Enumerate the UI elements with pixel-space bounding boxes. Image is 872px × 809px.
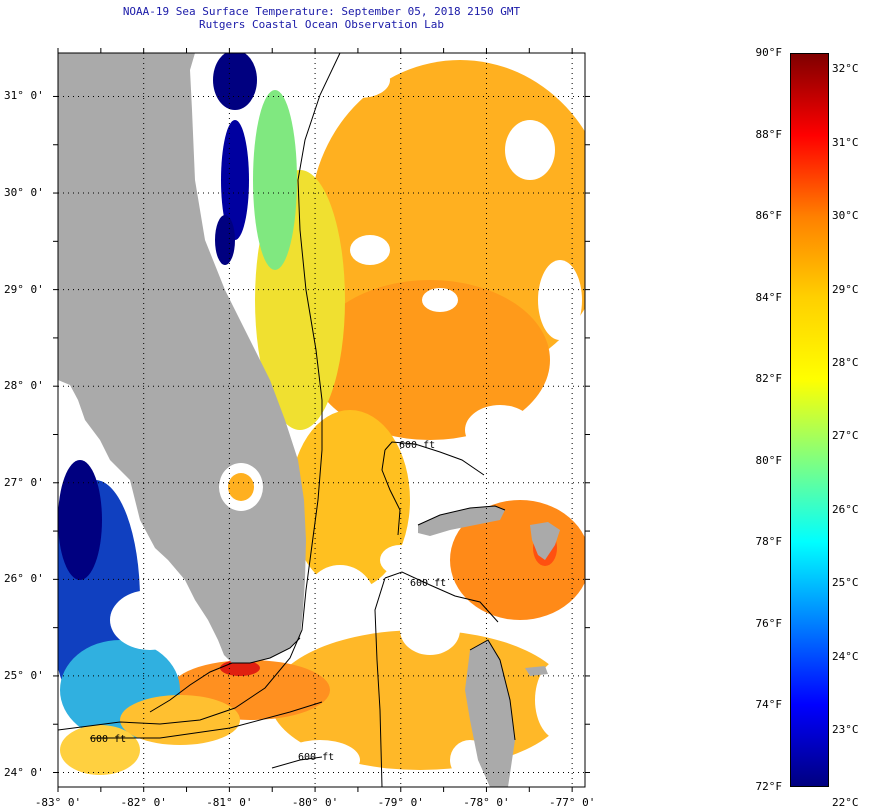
- colorbar-celsius-label: 23°C: [832, 722, 859, 736]
- land-new-providence: [525, 666, 548, 676]
- colorbar-fahrenheit-label: 76°F: [755, 616, 783, 630]
- coastlines: [149, 505, 516, 741]
- colorbar-celsius-label: 29°C: [832, 282, 859, 296]
- axis-ticks: [53, 48, 590, 792]
- temperature-colorbar: [790, 53, 829, 787]
- colorbar-fahrenheit-label: 86°F: [755, 209, 783, 223]
- contour-label: 600 ft: [399, 440, 435, 451]
- map-frame-content: 600 ft 600 ft 600 ft 600 ft: [58, 53, 585, 787]
- cloud-patches: [110, 62, 585, 780]
- longitude-label: -78° 0': [463, 796, 510, 809]
- land-andros: [465, 640, 515, 787]
- colorbar-celsius-label: 25°C: [832, 576, 859, 590]
- lake-okeechobee-sst: [228, 473, 254, 501]
- colorbar-celsius-label: 31°C: [832, 135, 859, 149]
- longitude-label: -81° 0': [206, 796, 253, 809]
- land-little-bahama-bank: [418, 506, 505, 536]
- map-title: NOAA-19 Sea Surface Temperature: Septemb…: [122, 5, 521, 18]
- colorbar-celsius-label: 24°C: [832, 649, 859, 663]
- colorbar-fahrenheit-label: 72°F: [755, 780, 783, 793]
- colorbar-fahrenheit-label: 74°F: [755, 698, 783, 712]
- latitude-label: 25° 0': [4, 668, 44, 682]
- longitude-label: -83° 0': [34, 796, 82, 809]
- colorbar-celsius-label: 27°C: [832, 429, 859, 443]
- longitude-label: -79° 0': [377, 796, 424, 809]
- colorbar-fahrenheit-label: 82°F: [755, 372, 783, 386]
- colorbar-fahrenheit-label: 84°F: [755, 290, 783, 304]
- land-abaco: [530, 522, 560, 560]
- latitude-label: 24° 0': [4, 765, 44, 779]
- colorbar-fahrenheit-label: 88°F: [755, 127, 783, 141]
- colorbar-celsius-label: 28°C: [832, 355, 859, 369]
- longitude-label: -77° 0': [548, 796, 596, 809]
- contour-label: 600 ft: [298, 752, 334, 763]
- colorbar-celsius-label: 26°C: [832, 502, 859, 516]
- colorbar-celsius-label: 32°C: [832, 62, 859, 76]
- colorbar-fahrenheit-label: 80°F: [755, 453, 783, 467]
- latitude-label: 29° 0': [4, 282, 44, 296]
- isobath-600ft: [58, 53, 499, 787]
- colorbar-fahrenheit-label: 90°F: [755, 46, 783, 59]
- colorbar-celsius-label: 22°C: [832, 796, 859, 809]
- contour-label: 600 ft: [90, 734, 126, 745]
- latitude-label: 26° 0': [4, 572, 44, 586]
- latitude-label: 30° 0': [4, 186, 44, 200]
- contour-label: 600 ft: [410, 578, 446, 589]
- latitude-label: 28° 0': [4, 379, 44, 393]
- latitude-label: 27° 0': [4, 475, 44, 489]
- colorbar-fahrenheit-label: 78°F: [755, 535, 783, 549]
- sst-field: [58, 53, 585, 775]
- longitude-label: -82° 0': [120, 796, 167, 809]
- map-border: [57, 52, 586, 788]
- latitude-label: 31° 0': [4, 89, 44, 103]
- longitude-label: -80° 0': [291, 796, 339, 809]
- map-subtitle: Rutgers Coastal Ocean Observation Lab: [198, 18, 445, 31]
- colorbar-celsius-label: 30°C: [832, 209, 859, 223]
